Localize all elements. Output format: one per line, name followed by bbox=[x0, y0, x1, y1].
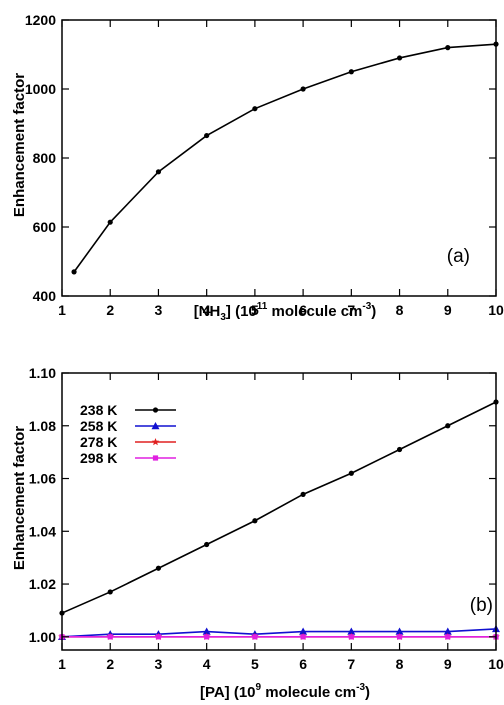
panel-a-x-ticks: 1 2 3 4 5 6 7 8 9 10 bbox=[58, 20, 504, 318]
y-tick-label: 1.06 bbox=[29, 471, 56, 487]
y-tick-label: 600 bbox=[33, 219, 57, 235]
x-tick-label: 6 bbox=[299, 656, 307, 672]
panel-a-y-ticks: 400 600 800 1000 1200 bbox=[25, 12, 496, 304]
chart-panel-b: 1.00 1.02 1.04 1.06 1.08 1.10 1 2 3 4 5 6 7 8 9 10 238… bbox=[11, 365, 504, 701]
x-tick-label: 1 bbox=[58, 656, 66, 672]
legend-swatch-marker-3 bbox=[151, 438, 160, 446]
legend-swatch-marker-2 bbox=[151, 422, 160, 430]
x-tick-label: 3 bbox=[155, 656, 163, 672]
panel-b-series-4-point bbox=[204, 634, 210, 640]
panel-a-x-axis-label: [NH3] (1011 molecule cm-3) bbox=[194, 301, 377, 323]
panel-b-y-ticks: 1.00 1.02 1.04 1.06 1.08 1.10 bbox=[29, 365, 496, 645]
legend-swatch-marker-4 bbox=[152, 455, 159, 461]
y-tick-label: 1.04 bbox=[29, 523, 56, 539]
x-tick-label: 4 bbox=[203, 302, 211, 318]
panel-b-series-1-point bbox=[445, 423, 451, 429]
legend-label-1: 238 K bbox=[80, 402, 117, 418]
panel-a-plot-frame bbox=[61, 19, 497, 297]
panel-b-x-axis-label: [PA] (109 molecule cm-3) bbox=[200, 682, 370, 701]
y-tick-label: 1.02 bbox=[29, 576, 56, 592]
panel-b-plot-frame bbox=[61, 372, 497, 651]
panel-b-label: (b) bbox=[470, 595, 493, 616]
panel-b-series-4-point bbox=[396, 634, 403, 640]
panel-b-series-4-point bbox=[348, 634, 354, 640]
panel-a-series-1-point bbox=[71, 269, 77, 275]
panel-b-series-2-point bbox=[443, 627, 452, 635]
panel-a-label: (a) bbox=[447, 246, 470, 267]
x-tick-label: 5 bbox=[251, 302, 259, 318]
panel-b-series-1-point bbox=[348, 470, 354, 476]
x-tick-label: 8 bbox=[396, 656, 404, 672]
panel-b-series-2-point bbox=[347, 627, 356, 635]
legend-label-2: 258 K bbox=[80, 418, 117, 434]
panel-a-series-1-point bbox=[252, 106, 258, 112]
chart-panel-a: 400 600 800 1000 1200 1 2 3 4 5 6 7 8 9 10 (a) Enhanc… bbox=[11, 12, 504, 323]
y-tick-label: 1.10 bbox=[29, 365, 56, 381]
panel-a-y-axis-label: Enhancement factor bbox=[11, 73, 28, 217]
panel-a-series-1-point bbox=[300, 86, 306, 92]
y-tick-label: 1.08 bbox=[29, 418, 56, 434]
panel-b-series-4-point bbox=[445, 634, 451, 640]
y-tick-label: 800 bbox=[33, 150, 57, 166]
panel-b-series-4-point bbox=[107, 634, 113, 640]
panel-b-y-axis-label: Enhancement factor bbox=[11, 426, 28, 570]
panel-b-series-2-line bbox=[61, 628, 497, 638]
panel-a-series-1-point bbox=[155, 169, 162, 175]
panel-b-series-2-point bbox=[299, 627, 308, 635]
x-tick-label: 9 bbox=[444, 302, 452, 318]
panel-b-series-2-point bbox=[395, 627, 404, 635]
panel-a-series-1-point bbox=[396, 55, 403, 61]
x-tick-label: 8 bbox=[396, 302, 404, 318]
panel-b-series-1-point bbox=[396, 446, 403, 453]
legend-label-3: 278 K bbox=[80, 434, 117, 450]
y-tick-label: 1000 bbox=[25, 81, 56, 97]
panel-b-x-ticks: 1 2 3 4 5 6 7 8 9 10 bbox=[58, 373, 504, 672]
panel-a-series-1-point bbox=[445, 45, 451, 51]
panel-b-series-1-point bbox=[300, 491, 306, 497]
panel-b-series-4-point bbox=[252, 634, 258, 640]
legend-swatch-marker-1 bbox=[152, 407, 159, 413]
panel-b-series-4-point bbox=[300, 634, 306, 640]
panel-a-series-1-point bbox=[348, 69, 354, 75]
x-tick-label: 2 bbox=[106, 656, 114, 672]
x-tick-label: 7 bbox=[347, 656, 355, 672]
x-tick-label: 9 bbox=[444, 656, 452, 672]
panel-b-series-1-point bbox=[107, 589, 113, 595]
x-tick-label: 6 bbox=[299, 302, 307, 318]
panel-a-series-1-point bbox=[204, 132, 210, 139]
panel-b-series-1-point bbox=[252, 518, 258, 524]
x-tick-label: 5 bbox=[251, 656, 259, 672]
legend-label-4: 298 K bbox=[80, 450, 117, 466]
x-tick-label: 4 bbox=[203, 656, 211, 672]
panel-b-series-1-point bbox=[155, 565, 162, 571]
panel-b-series-1-point bbox=[204, 541, 210, 548]
panel-a-series-1-line bbox=[73, 43, 497, 273]
panel-b-marks bbox=[58, 399, 500, 641]
panel-b-series-1-line bbox=[61, 401, 497, 614]
x-tick-label: 7 bbox=[347, 302, 355, 318]
x-tick-label: 2 bbox=[106, 302, 114, 318]
x-tick-label: 1 bbox=[58, 302, 66, 318]
panel-a-series-1-point bbox=[107, 219, 113, 225]
x-tick-label: 10 bbox=[488, 302, 504, 318]
y-tick-label: 400 bbox=[33, 288, 57, 304]
panel-b-series-4-point bbox=[155, 634, 162, 640]
x-tick-label: 10 bbox=[488, 656, 504, 672]
panel-b-series-2-point bbox=[202, 627, 211, 635]
y-tick-label: 1.00 bbox=[29, 629, 56, 645]
x-tick-label: 3 bbox=[155, 302, 163, 318]
panel-a-marks bbox=[71, 41, 499, 275]
y-tick-label: 1200 bbox=[25, 12, 56, 28]
